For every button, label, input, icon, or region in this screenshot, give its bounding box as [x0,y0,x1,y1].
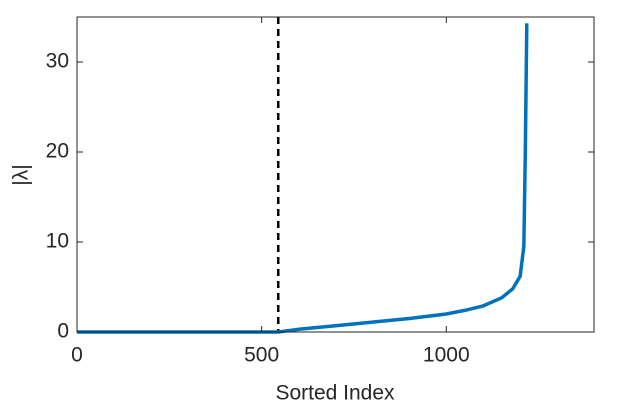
x-tick-label: 500 [244,344,279,367]
x-tick-label: 1000 [423,344,470,367]
y-tick-label: 10 [46,230,69,253]
x-axis-label: Sorted Index [275,382,395,405]
y-tick-label: 30 [46,50,69,73]
y-axis-label: |λ| [10,164,33,185]
x-tick-label: 0 [71,344,83,367]
plot-frame [76,16,595,333]
y-tick-label: 0 [57,320,69,343]
y-tick-label: 20 [46,140,69,163]
data-line [77,23,529,334]
